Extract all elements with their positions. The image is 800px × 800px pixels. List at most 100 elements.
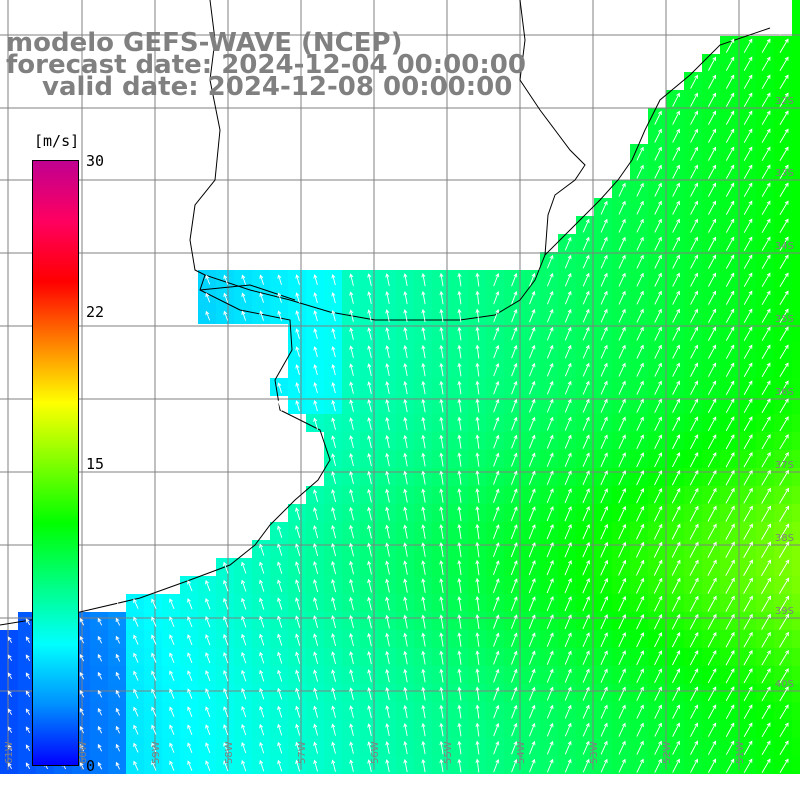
wind-arrow <box>671 487 681 504</box>
wind-arrow <box>349 453 354 467</box>
wind-arrow <box>564 722 572 737</box>
wind-cell <box>486 720 504 738</box>
wind-cell <box>702 126 720 144</box>
wind-arrow <box>313 615 319 629</box>
wind-arrow <box>761 668 771 684</box>
wind-arrow <box>654 686 662 701</box>
wind-cell <box>540 324 558 342</box>
wind-cell <box>630 540 648 558</box>
wind-arrow <box>743 469 753 486</box>
wind-cell <box>522 594 540 612</box>
wind-cell <box>234 288 252 306</box>
wind-arrow <box>457 758 462 773</box>
wind-cell <box>684 360 702 378</box>
wind-arrow <box>511 740 518 755</box>
wind-cell <box>216 666 234 684</box>
wind-cell <box>378 630 396 648</box>
wind-arrow <box>493 704 500 719</box>
wind-arrow <box>600 344 608 359</box>
wind-cell <box>540 738 558 756</box>
wind-arrow <box>743 56 753 71</box>
wind-cell <box>270 378 288 396</box>
wind-cell <box>792 432 800 450</box>
wind-arrow <box>457 578 462 594</box>
wind-cell <box>504 558 522 576</box>
wind-cell <box>792 630 800 648</box>
wind-arrow <box>259 543 265 556</box>
wind-cell <box>342 486 360 504</box>
wind-arrow <box>600 632 608 648</box>
wind-cell <box>324 558 342 576</box>
wind-cell <box>378 468 396 486</box>
wind-arrow <box>672 380 680 395</box>
wind-cell <box>720 648 738 666</box>
wind-cell <box>648 666 666 684</box>
colorbar <box>32 160 79 766</box>
wind-arrow <box>654 290 662 305</box>
wind-arrow <box>743 218 753 233</box>
wind-arrow <box>582 577 590 594</box>
wind-cell <box>522 360 540 378</box>
wind-arrow <box>600 236 608 251</box>
wind-arrow <box>743 740 753 755</box>
wind-arrow <box>7 726 13 733</box>
wind-cell <box>612 594 630 612</box>
wind-arrow <box>385 417 390 431</box>
wind-arrow <box>79 744 85 752</box>
wind-arrow <box>79 671 85 680</box>
wind-cell <box>792 288 800 306</box>
wind-arrow <box>510 632 518 647</box>
wind-arrow <box>564 650 572 665</box>
wind-cell <box>180 702 198 720</box>
wind-cell <box>432 396 450 414</box>
wind-cell <box>612 576 630 594</box>
wind-arrow <box>385 524 390 539</box>
wind-arrow <box>7 672 13 679</box>
wind-arrow <box>778 577 790 595</box>
wind-arrow <box>636 559 645 576</box>
wind-cell <box>576 648 594 666</box>
wind-arrow <box>79 635 85 644</box>
wind-arrow <box>367 488 372 503</box>
wind-arrow <box>725 380 735 395</box>
longitude-label: 57W <box>297 741 308 764</box>
wind-cell <box>576 576 594 594</box>
wind-arrow <box>403 741 408 755</box>
wind-cell <box>504 504 522 522</box>
wind-arrow <box>761 686 771 702</box>
wind-arrow <box>725 254 735 269</box>
wind-cell <box>792 0 800 18</box>
wind-cell <box>756 594 774 612</box>
wind-cell <box>540 540 558 558</box>
wind-cell <box>450 630 468 648</box>
wind-arrow <box>511 686 518 701</box>
wind-cell <box>630 162 648 180</box>
wind-cell <box>738 702 756 720</box>
wind-arrow <box>421 470 426 485</box>
wind-arrow <box>743 236 753 251</box>
wind-cell <box>792 90 800 108</box>
wind-cell <box>720 288 738 306</box>
wind-cell <box>396 432 414 450</box>
wind-cell <box>648 108 666 126</box>
wind-arrow <box>761 254 771 269</box>
wind-arrow <box>546 650 554 665</box>
wind-arrow <box>7 708 13 715</box>
wind-cell <box>522 288 540 306</box>
wind-arrow <box>457 596 462 612</box>
wind-cell <box>648 270 666 288</box>
wind-cell <box>630 684 648 702</box>
wind-arrow <box>743 290 753 305</box>
wind-cell <box>414 594 432 612</box>
wind-arrow <box>493 668 500 683</box>
wind-arrow <box>403 542 408 557</box>
wind-cell <box>414 432 432 450</box>
wind-cell <box>720 36 738 54</box>
wind-arrow <box>133 616 139 627</box>
wind-arrow <box>313 543 319 557</box>
wind-arrow <box>457 506 462 522</box>
wind-arrow <box>277 310 282 321</box>
wind-cell <box>504 360 522 378</box>
wind-cell <box>774 270 792 288</box>
wind-arrow <box>421 290 426 305</box>
